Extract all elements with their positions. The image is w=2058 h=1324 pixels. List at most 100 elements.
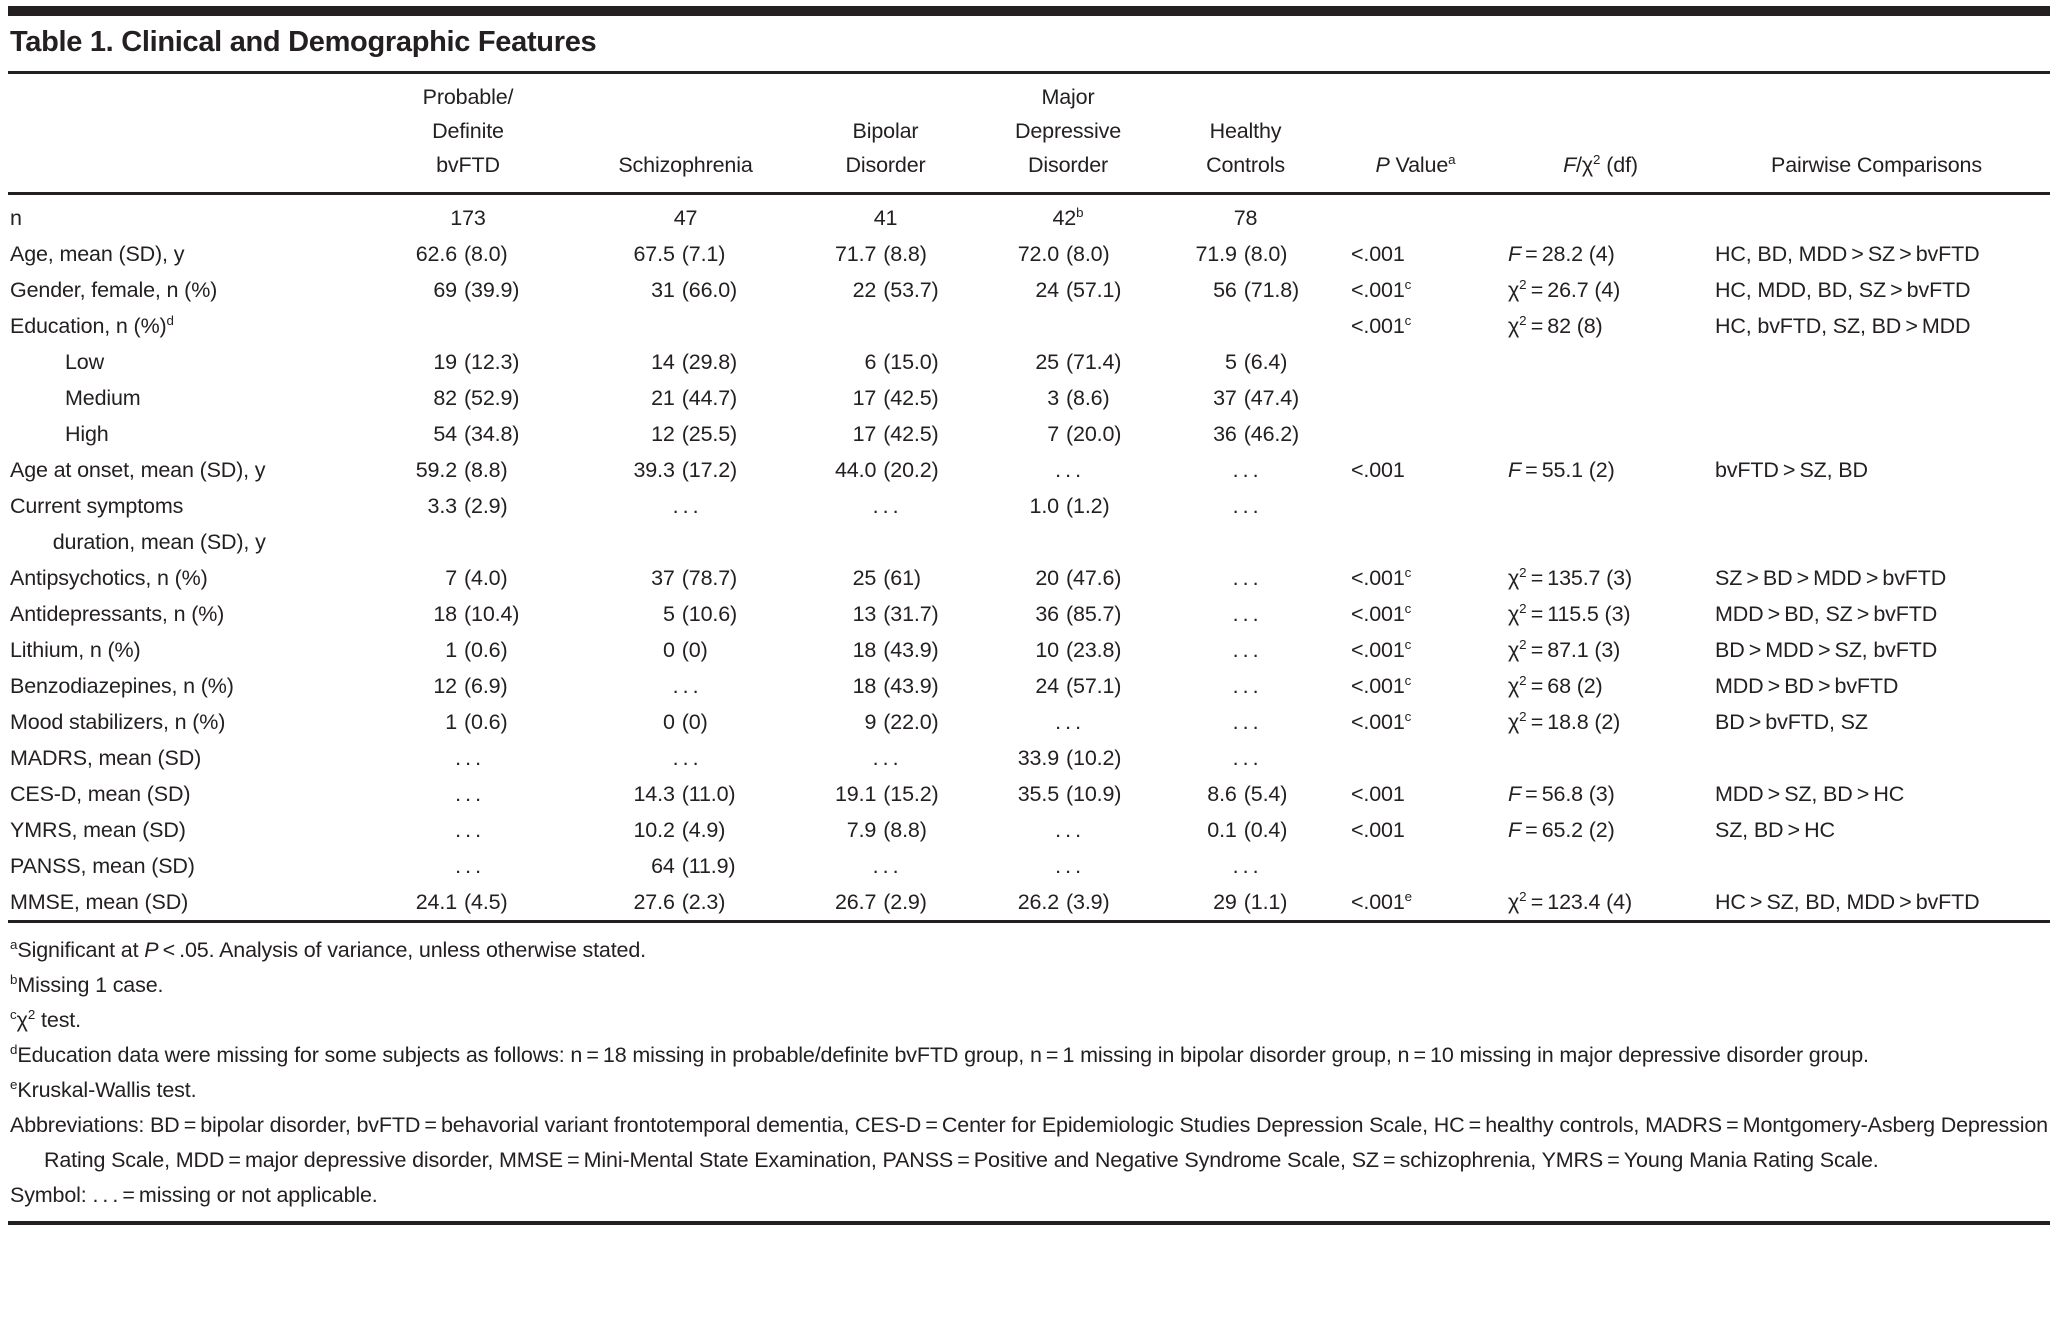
cell-schizophrenia: 39.3 (17.2) [633, 458, 738, 482]
cell-healthy-controls: . . . [1232, 566, 1259, 590]
cell-mdd: 20 (47.6) [1035, 566, 1122, 590]
row-label: Antipsychotics, n (%) [10, 566, 208, 590]
cell-p-value: <.001 [1351, 458, 1405, 482]
cell-f-chi2 [1498, 194, 1703, 237]
cell-f-chi2: χ2 = 115.5 (3) [1508, 600, 1631, 626]
row-label: CES-D, mean (SD) [10, 782, 191, 806]
cell-schizophrenia: 0 (0) [662, 638, 708, 662]
cell-pairwise: HC, MDD, BD, SZ > bvFTD [1715, 278, 1971, 302]
cell-pairwise: SZ > BD > MDD > bvFTD [1715, 566, 1947, 590]
cell-schizophrenia: 5 (10.6) [662, 602, 738, 626]
cell-schizophrenia: . . . [672, 674, 699, 698]
cell-healthy-controls: 29 (1.1) [1158, 884, 1333, 923]
cell-f-chi2: χ2 = 18.8 (2) [1508, 708, 1621, 734]
cell-bipolar-disorder: 44.0 (20.2) [835, 458, 939, 482]
cell-bvftd: . . . [455, 746, 481, 770]
cell-pairwise: MDD > BD, SZ > bvFTD [1715, 602, 1938, 626]
cell-pairwise: HC, bvFTD, SZ, BD > MDD [1715, 314, 1971, 338]
column-header-healthy-controls: Healthy Controls [1158, 74, 1333, 195]
cell-mdd: 10 (23.8) [1035, 638, 1122, 662]
cell-p-value: <.001 [1351, 818, 1405, 842]
cell-pairwise [1703, 848, 2050, 884]
cell-p-value: <.001 [1351, 782, 1405, 806]
footnote-c: cχ2 test. [10, 1006, 81, 1032]
cell-healthy-controls: 56 (71.8) [1213, 278, 1300, 302]
table-row: Benzodiazepines, n (%) 12 (6.9) . . . 18(… [8, 668, 2050, 704]
cell-bvftd: . . . [455, 782, 481, 806]
cell-pairwise [1703, 488, 2050, 560]
cell-pairwise: HC > SZ, BD, MDD > bvFTD [1703, 884, 2050, 923]
table-sheet: Table 1. Clinical and Demographic Featur… [0, 6, 2058, 1225]
cell-bvftd: 12 (6.9) [433, 674, 508, 698]
cell-pairwise [1703, 740, 2050, 776]
cell-bipolar-disorder: 71.7 (8.8) [835, 242, 927, 266]
table-row: Mood stabilizers, n (%) 1 (0.6) 0 (0) 9 (22… [8, 704, 2050, 740]
cell-healthy-controls: . . . [1232, 602, 1259, 626]
cell-bvftd: 7 (4.0) [445, 566, 508, 590]
cell-bvftd: 82 (52.9) [433, 386, 520, 410]
table-row: Medium 82 (52.9) 21 (44.7) 17 (42.5) 3 (8.6)… [8, 380, 2050, 416]
cell-f-chi2: F = 55.1 (2) [1508, 458, 1615, 482]
table-row: MADRS, mean (SD) . . . . . . . . . 33.9(… [8, 740, 2050, 776]
cell-pairwise: MDD > BD > bvFTD [1715, 674, 1899, 698]
cell-mdd: 1.0 (1.2) [1029, 494, 1110, 518]
cell-f-chi2: χ2 = 87.1 (3) [1508, 636, 1621, 662]
row-label: Mood stabilizers, n (%) [10, 710, 226, 734]
cell-pairwise: HC, BD, MDD > SZ > bvFTD [1715, 242, 1980, 266]
cell-schizophrenia: 64 (11.9) [651, 854, 736, 878]
cell-mdd: 24 (57.1) [1035, 278, 1122, 302]
cell-mdd: . . . [1055, 458, 1081, 482]
table-row: High 54 (34.8) 12 (25.5) 17 (42.5) 7 (20.0) … [8, 416, 2050, 452]
table-row: Education, n (%)d <.001c χ2 = 82 (8) HC,… [8, 308, 2050, 344]
cell-p-value [1333, 416, 1498, 452]
row-label: Education, n (%)d [10, 312, 174, 338]
cell-bipolar-disorder: 7.9 (8.8) [846, 818, 927, 842]
table-row: Low 19 (12.3) 14 (29.8) 6 (15.0) 25 (71.4) 5… [8, 344, 2050, 380]
header-row: Probable/Definite bvFTD Schizophrenia Bip… [8, 74, 2050, 195]
cell-p-value [1333, 380, 1498, 416]
cell-schizophrenia: 12 (25.5) [651, 422, 738, 446]
cell-bipolar-disorder: 6 (15.0) [864, 350, 939, 374]
column-header-f-chi2: F/χ2 (df) [1498, 74, 1703, 195]
footnote-symbol: Symbol: . . . = missing or not applicabl… [10, 1183, 378, 1207]
cell-bipolar-disorder: 17 (42.5) [852, 422, 939, 446]
cell-bipolar-disorder: 41 [873, 206, 898, 230]
cell-mdd: . . . [1055, 710, 1081, 734]
cell-bvftd: 19 (12.3) [433, 350, 520, 374]
cell-f-chi2: F = 56.8 (3) [1508, 782, 1615, 806]
table-row: Age at onset, mean (SD), y 59.2 (8.8) 39.… [8, 452, 2050, 488]
cell-p-value: <.001c [1351, 636, 1412, 662]
cell-p-value: <.001c [1351, 276, 1412, 302]
row-label: PANSS, mean (SD) [10, 854, 195, 878]
row-label: Antidepressants, n (%) [10, 602, 225, 626]
cell-healthy-controls: . . . [1232, 494, 1259, 518]
cell-bvftd: 18 (10.4) [433, 602, 520, 626]
row-label: MADRS, mean (SD) [10, 746, 202, 770]
cell-schizophrenia: 14 (29.8) [651, 350, 738, 374]
cell-healthy-controls: 0.1 (0.4) [1207, 818, 1288, 842]
table-row: MMSE, mean (SD) 24.1 (4.5) 27.6 (2.3) 26.7… [8, 884, 2050, 923]
row-label: Low [65, 350, 104, 374]
row-label: Age, mean (SD), y [10, 242, 185, 266]
cell-bipolar-disorder: 18 (43.9) [852, 638, 939, 662]
cell-healthy-controls: . . . [1232, 674, 1259, 698]
cell-bvftd: 3.3 (2.9) [427, 494, 508, 518]
cell-pairwise: BD > bvFTD, SZ [1715, 710, 1868, 734]
cell-bvftd: . . . [455, 818, 481, 842]
cell-bvftd: 62.6 (8.0) [415, 242, 508, 266]
cell-schizophrenia: . . . [672, 746, 699, 770]
cell-p-value [1333, 848, 1498, 884]
footnote-d: dEducation data were missing for some su… [10, 1041, 1869, 1067]
row-label: YMRS, mean (SD) [10, 818, 186, 842]
column-header-bvftd: Probable/Definite bvFTD [358, 74, 578, 195]
cell-f-chi2: χ2 = 68 (2) [1508, 672, 1603, 698]
table-row: Gender, female, n (%) 69 (39.9) 31 (66.0) … [8, 272, 2050, 308]
cell-bvftd [358, 308, 578, 344]
cell-schizophrenia [578, 308, 793, 344]
cell-healthy-controls: 78 [1233, 206, 1258, 230]
footnote-e: eKruskal-Wallis test. [10, 1076, 197, 1102]
table-row: n 173 47 41 42b 78 [8, 194, 2050, 237]
cell-bvftd: . . . [455, 854, 481, 878]
cell-schizophrenia: 67.5 (7.1) [633, 242, 726, 266]
column-header-pairwise: Pairwise Comparisons [1703, 74, 2050, 195]
